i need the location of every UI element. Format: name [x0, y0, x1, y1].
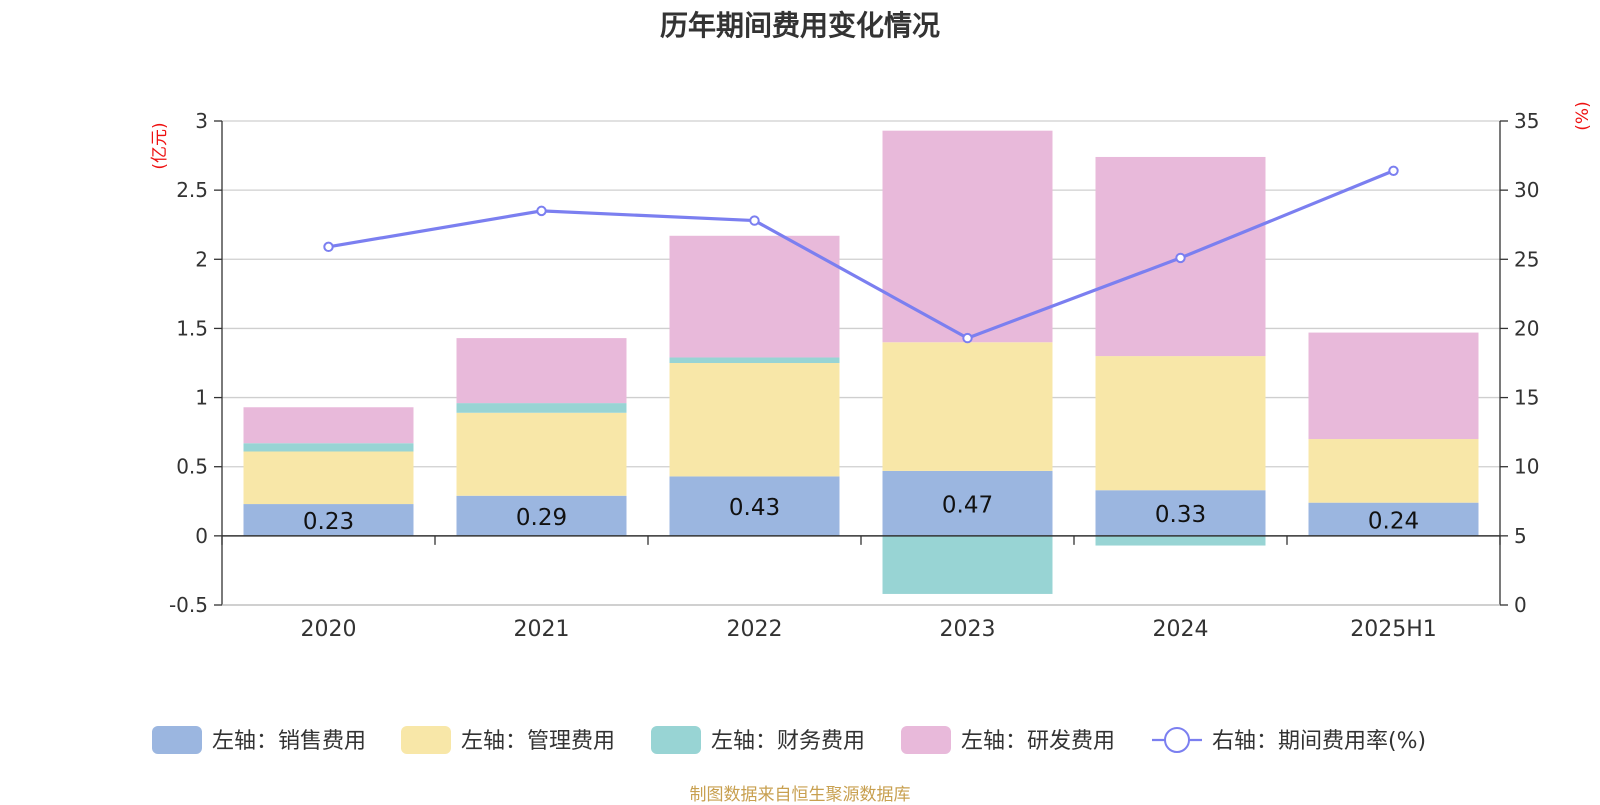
x-axis-category-label: 2025H1	[1350, 617, 1437, 642]
x-axis-category-label: 2020	[301, 617, 357, 642]
rate-line-point	[1175, 252, 1186, 264]
left-axis-tick-label: 2.5	[176, 178, 208, 202]
legend-label: 左轴：研发费用	[961, 729, 1115, 754]
x-axis-category-label: 2021	[514, 617, 570, 642]
rate-line-point	[1388, 165, 1399, 176]
x-axis-category-label: 2024	[1153, 617, 1209, 642]
bar-segment	[882, 342, 1053, 471]
bar-segment	[243, 443, 414, 452]
right-axis-tick-label: 35	[1514, 109, 1539, 133]
legend-label: 右轴：期间费用率(%)	[1212, 729, 1426, 754]
right-axis-tick-label: 10	[1514, 455, 1539, 479]
right-axis-tick-label: 5	[1514, 524, 1527, 548]
bar-value-label: 0.24	[1368, 508, 1419, 534]
left-axis-tick-label: 0.5	[176, 455, 208, 479]
legend-label: 左轴：财务费用	[711, 729, 865, 754]
bar-segment	[456, 403, 627, 413]
bar-segment	[243, 451, 414, 505]
right-axis-tick-label: 30	[1514, 178, 1539, 202]
bar-value-label: 0.43	[729, 495, 780, 521]
bar-segment	[882, 535, 1053, 594]
bar-segment	[456, 338, 627, 404]
bar-segment	[669, 357, 840, 363]
rate-line-point	[749, 215, 760, 226]
right-axis-unit-label: (%)	[1573, 101, 1593, 130]
left-axis-tick-label: 1.5	[176, 316, 208, 340]
data-source-note: 制图数据来自恒生聚源数据库	[689, 785, 911, 805]
left-axis-unit-label: (亿元)	[150, 122, 170, 169]
right-axis-tick-label: 15	[1514, 386, 1539, 410]
bar-segment	[456, 495, 627, 536]
legend-swatch	[651, 726, 701, 754]
left-axis-tick-label: 0	[195, 524, 208, 548]
bar-segment	[669, 235, 840, 358]
rate-line-point	[323, 241, 334, 253]
left-axis-tick-label: 2	[195, 247, 208, 271]
legend-swatch	[401, 726, 451, 754]
bar-segment	[1095, 535, 1266, 546]
right-axis-tick-label: 20	[1514, 316, 1539, 340]
left-axis-tick-label: 3	[195, 109, 208, 133]
right-axis-tick-label: 25	[1514, 247, 1539, 271]
bar-segment	[1095, 490, 1266, 536]
legend-swatch	[152, 726, 202, 754]
bar-value-label: 0.33	[1155, 502, 1206, 528]
chart-title: 历年期间费用变化情况	[659, 9, 940, 42]
legend-label: 左轴：管理费用	[461, 729, 615, 754]
bar-segment	[456, 412, 627, 496]
bar-segment	[882, 470, 1053, 536]
bar-segment	[669, 363, 840, 477]
legend-label: 左轴：销售费用	[212, 729, 366, 754]
right-axis-tick-label: 0	[1514, 593, 1527, 617]
bar-value-label: 0.29	[516, 505, 567, 531]
legend-swatch	[901, 726, 951, 754]
rate-line-point	[962, 332, 973, 344]
rate-line-point	[536, 205, 547, 217]
bar-segment	[1308, 332, 1479, 440]
bar-value-label: 0.23	[303, 509, 354, 535]
bar-segment	[1308, 502, 1479, 536]
x-axis-category-label: 2022	[727, 617, 783, 642]
left-axis-tick-label: -0.5	[169, 593, 208, 617]
legend-line-marker	[1164, 727, 1190, 753]
bar-segment	[882, 130, 1053, 343]
bar-segment	[243, 504, 414, 536]
x-axis-category-label: 2023	[940, 617, 996, 642]
left-axis-tick-label: 1	[195, 386, 208, 410]
bar-value-label: 0.47	[942, 492, 993, 518]
bar-segment	[1095, 356, 1266, 491]
bar-segment	[669, 476, 840, 536]
bar-segment	[243, 407, 414, 444]
rate-line	[328, 169, 1395, 340]
bar-segment	[1308, 439, 1479, 503]
